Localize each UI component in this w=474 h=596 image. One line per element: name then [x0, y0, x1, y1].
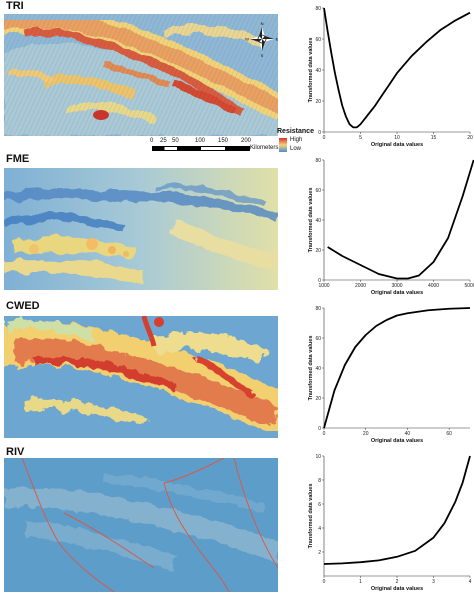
scale-tick-200: 200	[241, 138, 252, 144]
compass-e: E	[276, 37, 278, 42]
panel-label-tri: TRI	[6, 0, 24, 12]
y-tick-label: 0	[318, 130, 321, 136]
x-tick-label: 60	[446, 431, 452, 437]
x-tick-label: 40	[405, 431, 411, 437]
legend-high: High	[290, 137, 303, 143]
legend-low: Low	[290, 146, 302, 152]
y-tick-label: 0	[318, 426, 321, 432]
x-tick-label: 0	[323, 135, 326, 141]
compass-w: W	[245, 37, 249, 42]
compass-s: S	[261, 53, 264, 58]
transform-curve	[327, 159, 474, 280]
legend-title: Resistance	[277, 128, 314, 135]
x-tick-label: 2	[396, 579, 399, 585]
x-tick-label: 3	[432, 579, 435, 585]
scale-bar-graphic	[152, 146, 250, 151]
y-tick-label: 6	[318, 502, 321, 508]
tri-transform-plot: 0 5 10 15 20 0 20 40 60 80 Original data values Tra…	[304, 0, 474, 152]
riv-resistance-map	[4, 458, 278, 592]
y-tick-label: 60	[315, 37, 321, 43]
y-axis-title: Transformed data values	[308, 336, 314, 401]
y-axis-title: Transformed data values	[308, 188, 314, 253]
x-tick-label: 4000	[428, 283, 439, 289]
y-tick-label: 60	[315, 188, 321, 194]
x-axis-title: Original data values	[371, 142, 423, 148]
y-tick-label: 4	[318, 526, 321, 532]
x-tick-label: 0	[323, 431, 326, 437]
cwed-transform-plot: 0 20 40 60 0 20 40 60 80 Original data values Tran…	[304, 300, 474, 448]
scale-tick-25: 25	[160, 138, 167, 144]
y-axis-title: Transformed data values	[308, 484, 314, 549]
x-axis-title: Original data values	[371, 586, 423, 592]
x-axis-title: Original data values	[371, 438, 423, 444]
tri-resistance-map: N S E W	[4, 14, 278, 136]
y-tick-label: 80	[315, 158, 321, 164]
x-tick-label: 5	[359, 135, 362, 141]
cwed-resistance-map	[4, 316, 278, 438]
transform-curve	[323, 455, 471, 565]
panel-label-fme: FME	[6, 153, 30, 165]
y-tick-label: 20	[315, 396, 321, 402]
x-tick-label: 3000	[391, 283, 402, 289]
cwed-transform-chart: 0 20 40 60 0 20 40 60 80 Original data values Tran…	[308, 306, 471, 444]
x-tick-label: 20	[467, 135, 473, 141]
scale-tick-50: 50	[172, 138, 179, 144]
compass-n: N	[261, 21, 264, 26]
scale-tick-150: 150	[218, 138, 229, 144]
y-tick-label: 60	[315, 336, 321, 342]
transform-curve	[323, 7, 471, 129]
y-axis-title: Transformed data values	[308, 38, 314, 103]
x-tick-label: 10	[394, 135, 400, 141]
x-tick-label: 2000	[355, 283, 366, 289]
y-tick-label: 2	[318, 550, 321, 556]
resistance-legend: Resistance High Low	[277, 128, 317, 156]
x-tick-label: 0	[323, 579, 326, 585]
scale-tick-100: 100	[195, 138, 206, 144]
x-tick-label: 1	[359, 579, 362, 585]
panel-label-cwed: CWED	[6, 300, 40, 312]
x-tick-label: 1000	[318, 283, 329, 289]
transform-curve	[323, 307, 471, 429]
y-tick-label: 0	[318, 278, 321, 284]
y-tick-label: 8	[318, 478, 321, 484]
y-tick-label: 20	[315, 248, 321, 254]
y-tick-label: 40	[315, 218, 321, 224]
y-tick-label: 80	[315, 6, 321, 12]
x-axis-title: Original data values	[371, 290, 423, 296]
legend-color-ramp	[279, 138, 287, 152]
x-tick-label: 15	[431, 135, 437, 141]
scale-bar: 0 25 50 100 150 200 Kilometers	[150, 138, 278, 156]
scale-tick-0: 0	[150, 138, 154, 144]
tri-transform-chart: 0 5 10 15 20 0 20 40 60 80 Original data values Tra…	[308, 6, 473, 148]
scale-ticks: 0 25 50 100 150 200	[150, 138, 252, 146]
riv-transform-plot: 0 1 2 3 4 2 4 6 8 10 Original data values Transform…	[304, 448, 474, 596]
y-tick-label: 80	[315, 306, 321, 312]
riv-transform-chart: 0 1 2 3 4 2 4 6 8 10 Original data values Transform…	[308, 454, 472, 592]
y-tick-label: 20	[315, 99, 321, 105]
scale-unit: Kilometers	[250, 145, 279, 151]
y-tick-label: 40	[315, 68, 321, 74]
y-tick-label: 40	[315, 366, 321, 372]
panel-label-riv: RIV	[6, 446, 25, 458]
fme-resistance-map	[4, 168, 278, 290]
x-tick-label: 4	[469, 579, 472, 585]
y-tick-label: 10	[315, 454, 321, 460]
compass-rose-icon: N S E W	[245, 21, 278, 58]
x-tick-label: 20	[363, 431, 369, 437]
